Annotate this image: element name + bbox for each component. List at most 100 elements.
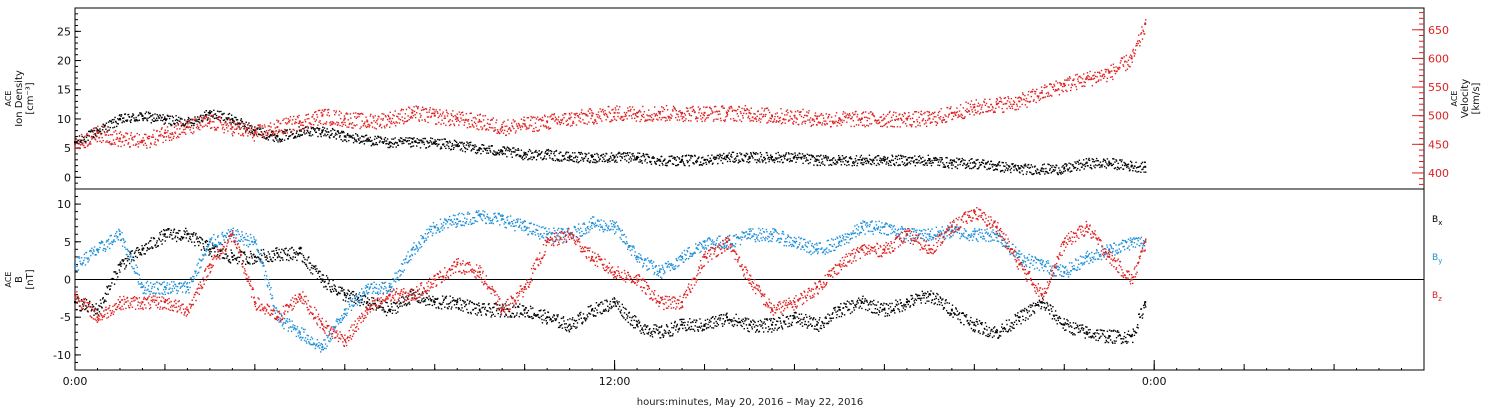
data-dot bbox=[578, 120, 579, 121]
data-dot bbox=[127, 119, 128, 120]
data-dot bbox=[120, 266, 121, 267]
data-dot bbox=[451, 113, 452, 114]
data-dot bbox=[149, 248, 150, 249]
data-dot bbox=[335, 112, 336, 113]
data-dot bbox=[542, 120, 543, 121]
data-dot bbox=[776, 120, 777, 121]
data-dot bbox=[983, 160, 984, 161]
data-dot bbox=[591, 156, 592, 157]
data-dot bbox=[518, 123, 519, 124]
data-dot bbox=[101, 307, 102, 308]
data-dot bbox=[473, 149, 474, 150]
data-dot bbox=[996, 101, 997, 102]
data-dot bbox=[550, 128, 551, 129]
data-dot bbox=[985, 105, 986, 106]
data-dot bbox=[929, 162, 930, 163]
data-dot bbox=[452, 145, 453, 146]
data-dot bbox=[677, 119, 678, 120]
data-dot bbox=[716, 157, 717, 158]
data-dot bbox=[561, 122, 562, 123]
y-tick-label: 5 bbox=[64, 236, 71, 249]
data-dot bbox=[475, 118, 476, 119]
data-dot bbox=[602, 157, 603, 158]
data-dot bbox=[890, 121, 891, 122]
data-dot bbox=[459, 111, 460, 112]
data-dot bbox=[688, 155, 689, 156]
data-dot bbox=[499, 152, 500, 153]
data-dot bbox=[596, 153, 597, 154]
data-dot bbox=[1013, 103, 1014, 104]
data-dot bbox=[448, 306, 449, 307]
data-dot bbox=[841, 125, 842, 126]
data-dot bbox=[1115, 159, 1116, 160]
data-dot bbox=[802, 109, 803, 110]
data-dot bbox=[588, 110, 589, 111]
data-dot bbox=[931, 160, 932, 161]
data-dot bbox=[837, 122, 838, 123]
data-dot bbox=[448, 148, 449, 149]
data-dot bbox=[1133, 167, 1134, 168]
data-dot bbox=[935, 116, 936, 117]
data-dot bbox=[116, 126, 117, 127]
data-dot bbox=[1027, 101, 1028, 102]
data-dot bbox=[387, 306, 388, 307]
data-dot bbox=[475, 123, 476, 124]
data-dot bbox=[984, 167, 985, 168]
data-dot bbox=[1088, 76, 1089, 77]
data-dot bbox=[1084, 168, 1085, 169]
data-point bbox=[1018, 100, 1020, 102]
data-dot bbox=[203, 246, 204, 247]
data-dot bbox=[399, 122, 400, 123]
data-dot bbox=[331, 286, 332, 287]
data-dot bbox=[275, 259, 276, 260]
data-dot bbox=[449, 295, 450, 296]
data-dot bbox=[213, 114, 214, 115]
data-point bbox=[973, 324, 975, 326]
data-dot bbox=[1112, 76, 1113, 77]
data-dot bbox=[464, 143, 465, 144]
data-dot bbox=[781, 156, 782, 157]
data-dot bbox=[864, 158, 865, 159]
data-dot bbox=[670, 114, 671, 115]
data-dot bbox=[376, 142, 377, 143]
data-dot bbox=[374, 127, 375, 128]
data-dot bbox=[706, 106, 707, 107]
data-dot bbox=[624, 112, 625, 113]
data-dot bbox=[973, 114, 974, 115]
data-dot bbox=[931, 114, 932, 115]
data-dot bbox=[640, 111, 641, 112]
data-point bbox=[614, 112, 616, 114]
data-dot bbox=[1116, 169, 1117, 170]
data-dot bbox=[590, 160, 591, 161]
data-dot bbox=[337, 124, 338, 125]
data-dot bbox=[152, 119, 153, 120]
data-dot bbox=[171, 124, 172, 125]
data-dot bbox=[241, 127, 242, 128]
data-dot bbox=[201, 249, 202, 250]
data-dot bbox=[863, 164, 864, 165]
data-dot bbox=[817, 165, 818, 166]
data-dot bbox=[321, 136, 322, 137]
data-dot bbox=[339, 136, 340, 137]
data-dot bbox=[553, 153, 554, 154]
data-dot bbox=[438, 117, 439, 118]
data-dot bbox=[573, 121, 574, 122]
data-dot bbox=[449, 142, 450, 143]
data-dot bbox=[602, 161, 603, 162]
data-dot bbox=[977, 159, 978, 160]
data-dot bbox=[1030, 172, 1031, 173]
data-dot bbox=[917, 121, 918, 122]
data-dot bbox=[547, 122, 548, 123]
data-dot bbox=[77, 142, 78, 143]
data-dot bbox=[733, 152, 734, 153]
data-dot bbox=[862, 125, 863, 126]
data-dot bbox=[401, 116, 402, 117]
data-dot bbox=[118, 145, 119, 146]
data-dot bbox=[603, 159, 604, 160]
data-dot bbox=[651, 114, 652, 115]
data-dot bbox=[585, 156, 586, 157]
data-dot bbox=[826, 113, 827, 114]
data-dot bbox=[169, 118, 170, 119]
data-dot bbox=[895, 120, 896, 121]
data-dot bbox=[683, 161, 684, 162]
